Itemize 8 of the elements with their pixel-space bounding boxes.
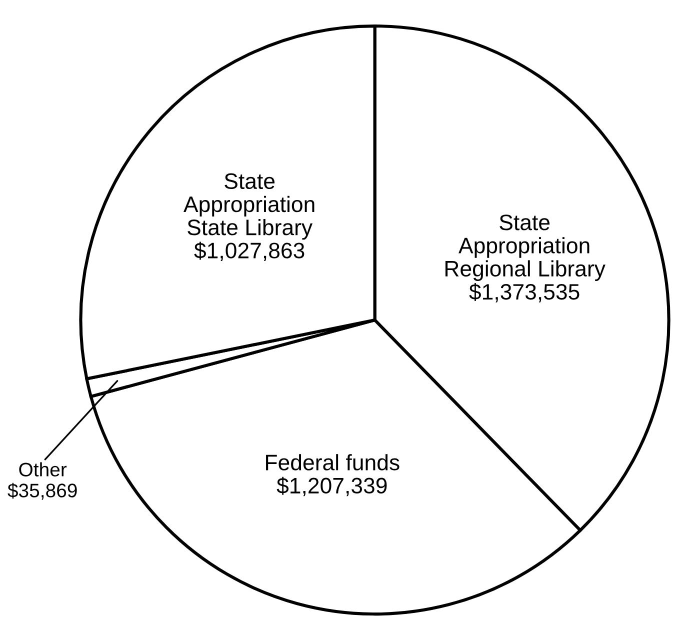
slice-label: Federal funds: [266, 454, 400, 470]
data-label: $1,207,339: [276, 476, 387, 496]
data-label: $35,869: [8, 482, 77, 500]
data-label: $1,027,863: [194, 242, 304, 262]
data-label: $1,373,535: [469, 283, 580, 302]
slice-label: Other: [19, 462, 67, 476]
slice-label: State Appropriation Regional Library: [445, 214, 606, 281]
slice-label: State Appropriation State Library: [184, 173, 314, 240]
